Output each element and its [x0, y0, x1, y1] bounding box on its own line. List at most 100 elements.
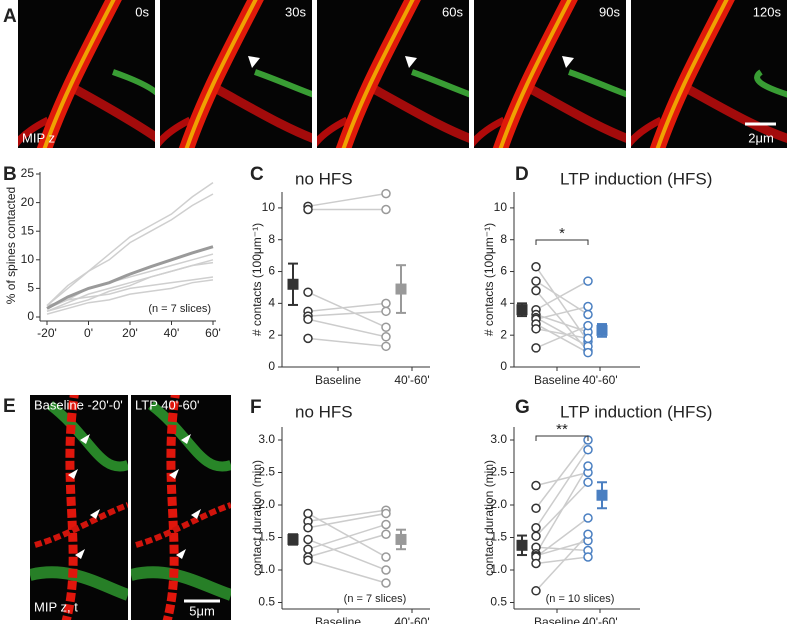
slice-point — [381, 332, 391, 342]
y-tick-label: 10 — [262, 200, 276, 214]
y-tick-label: 2.5 — [258, 465, 275, 479]
axon — [30, 566, 128, 601]
y-tick-label: 15 — [21, 223, 35, 237]
x-tick-label: 20' — [122, 326, 138, 340]
dendrite — [135, 502, 231, 548]
panel-letter: B — [3, 164, 17, 185]
slice-point — [303, 523, 313, 533]
mean-marker — [287, 533, 299, 545]
pair-line — [307, 337, 387, 348]
y-tick-label: 1.0 — [258, 562, 275, 576]
slice-point — [381, 341, 391, 352]
arrowhead — [176, 549, 186, 559]
slice-point — [531, 586, 541, 596]
slice-point — [583, 333, 593, 344]
arrowhead — [75, 549, 85, 559]
pair-line — [307, 559, 387, 584]
pair-line — [307, 318, 387, 338]
panel-letter: D — [515, 164, 529, 185]
slice-point — [381, 188, 391, 199]
slice-point — [583, 309, 593, 320]
axon — [147, 401, 231, 472]
axon — [568, 69, 626, 98]
pair-line — [535, 449, 589, 529]
dendrite — [34, 502, 128, 548]
time-label: 120s — [753, 4, 782, 19]
dendrite-core — [341, 0, 415, 148]
dendrite-core — [498, 0, 572, 148]
dendrite — [61, 395, 79, 620]
slice-point — [531, 262, 541, 272]
slice-point — [303, 544, 313, 554]
dendrite-core — [184, 0, 258, 148]
mean-marker — [516, 539, 528, 551]
pair-line — [535, 439, 589, 509]
panel-letter: F — [250, 397, 262, 418]
y-axis-label: contact duration (min) — [482, 460, 496, 576]
branch — [160, 116, 192, 147]
scale-label: 2μm — [748, 130, 774, 145]
arrowhead — [191, 509, 201, 519]
y-tick-label: 10 — [494, 200, 508, 214]
micrograph — [317, 0, 469, 148]
x-tick-label: -20' — [37, 326, 57, 340]
projection-label: MIP z — [22, 130, 55, 145]
x-tick-label: 40'-60' — [394, 373, 429, 387]
pair-line — [307, 291, 387, 328]
pair-line — [535, 328, 589, 340]
chart-title: LTP induction (HFS) — [560, 402, 712, 421]
branch — [683, 84, 787, 144]
data-line — [46, 181, 214, 307]
micrograph — [474, 0, 626, 148]
x-tick-label: Baseline — [534, 615, 580, 624]
slice-point — [381, 565, 391, 575]
slice-point — [583, 276, 593, 286]
slice-point — [531, 343, 541, 353]
pair-line — [307, 509, 387, 522]
slice-point — [381, 306, 391, 317]
axon — [254, 69, 312, 98]
y-axis-label: # contacts (100μm⁻¹) — [482, 223, 496, 336]
y-tick-label: 1.0 — [490, 562, 507, 576]
x-tick-label: 60' — [205, 326, 221, 340]
pair-line — [535, 556, 589, 565]
pair-line — [307, 538, 387, 571]
axon — [112, 69, 155, 96]
y-tick-label: 2 — [268, 327, 275, 341]
significance: * — [559, 225, 565, 242]
pair-line — [307, 192, 387, 208]
dendrite-core — [42, 0, 116, 148]
slice-point — [531, 324, 541, 334]
y-tick-label: 0 — [27, 309, 34, 323]
scale-label: 5μm — [189, 603, 215, 618]
pair-line — [307, 512, 387, 558]
data-line — [46, 261, 214, 313]
slice-point — [303, 204, 313, 215]
y-tick-label: 3.0 — [490, 432, 507, 446]
slice-point — [381, 552, 391, 562]
y-tick-label: 1.5 — [258, 530, 275, 544]
slice-point — [583, 513, 593, 523]
chart-title: no HFS — [295, 169, 353, 188]
y-tick-label: 10 — [21, 252, 35, 266]
micrograph — [160, 0, 312, 148]
slice-point — [531, 531, 541, 541]
y-tick-label: 4 — [500, 296, 507, 310]
panel-letter: C — [250, 164, 264, 185]
time-label: 30s — [285, 4, 306, 19]
y-axis-label: % of spines contacted — [4, 187, 18, 304]
slice-point — [583, 461, 593, 471]
x-tick-label: Baseline — [315, 615, 361, 624]
axon — [754, 69, 787, 98]
slice-point — [381, 519, 391, 530]
x-tick-label: Baseline — [315, 373, 361, 387]
arrowhead — [405, 56, 417, 68]
pair-line — [535, 305, 589, 321]
y-tick-label: 20 — [21, 195, 35, 209]
y-tick-label: 25 — [21, 166, 35, 180]
slice-point — [531, 285, 541, 296]
x-tick-label: 40' — [164, 326, 180, 340]
arrowhead — [80, 434, 90, 444]
arrowhead — [562, 56, 574, 68]
